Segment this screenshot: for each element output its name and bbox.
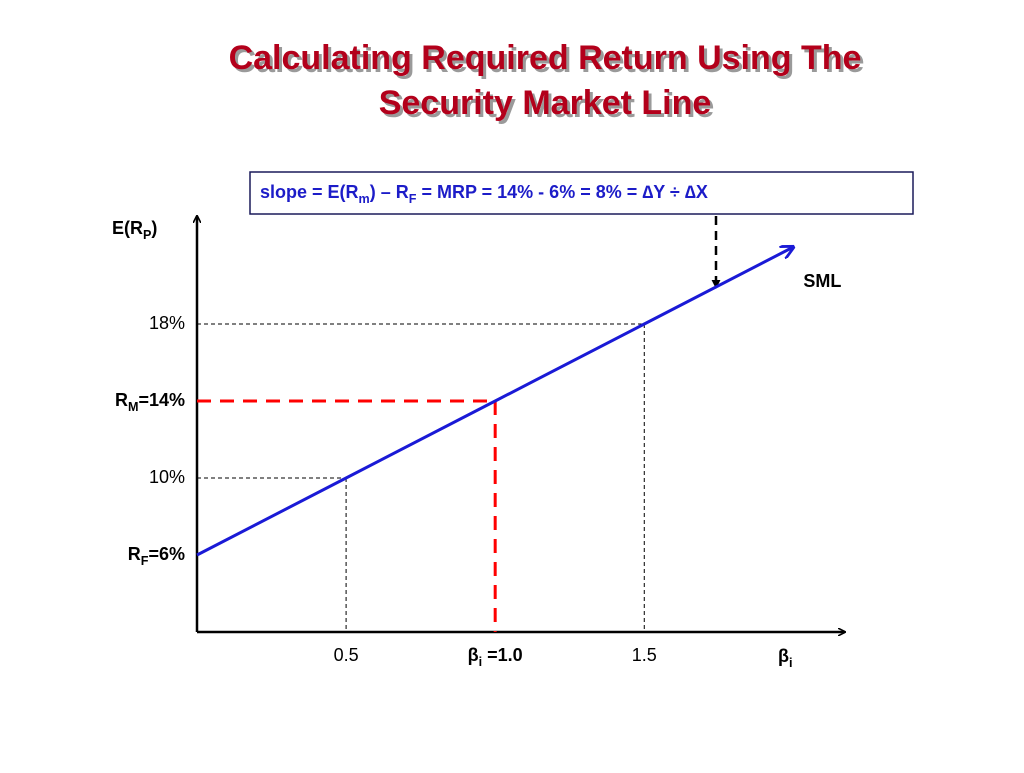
y-tick-label-part: R <box>115 390 128 410</box>
annotation-box <box>249 171 914 215</box>
y-tick-label-part: =6% <box>148 544 185 564</box>
y-tick-label: 18% <box>149 313 185 333</box>
annotation-part: F <box>409 192 417 206</box>
y-tick-label-part: M <box>128 400 139 414</box>
y-axis-label: E(RP) <box>112 218 157 243</box>
x-tick-label-part: β <box>468 645 479 665</box>
annotation-part: ) – R <box>370 182 409 202</box>
y-axis-label-part: P <box>143 228 151 242</box>
x-tick-label: 0.5 <box>334 645 359 665</box>
annotation: slope = E(Rm) – RF = MRP = 14% - 6% = 8%… <box>260 182 708 207</box>
sml-line <box>196 247 793 557</box>
y-axis-label-part: E(R <box>112 218 143 238</box>
annotation-part: slope = E(R <box>260 182 359 202</box>
title-shadow: Security Market Line <box>382 87 715 125</box>
title: Security Market Line <box>379 84 712 122</box>
y-axis-label-part: ) <box>151 218 157 238</box>
x-axis-label: βi <box>778 646 793 671</box>
title-shadow: Calculating Required Return Using The <box>232 42 865 80</box>
annotation-part: m <box>359 192 370 206</box>
y-tick-label-part: R <box>128 544 141 564</box>
x-axis-label-part: i <box>789 656 793 670</box>
y-tick-label: RM=14% <box>115 390 185 415</box>
y-tick-label-part: F <box>141 554 149 568</box>
y-tick-label-part: =14% <box>138 390 185 410</box>
y-tick-label: 10% <box>149 467 185 487</box>
x-tick-label-part: =1.0 <box>482 645 523 665</box>
series-label: SML <box>803 271 841 291</box>
x-tick-label-part: i <box>479 655 483 669</box>
title: Calculating Required Return Using The <box>229 39 862 77</box>
x-axis-label-part: β <box>778 646 789 666</box>
annotation-part: = MRP = 14% - 6% = 8% = ∆Y ÷ ∆X <box>416 182 707 202</box>
x-tick-label: 1.5 <box>632 645 657 665</box>
x-tick-label: βi =1.0 <box>468 645 523 670</box>
y-tick-label: RF=6% <box>128 544 185 569</box>
